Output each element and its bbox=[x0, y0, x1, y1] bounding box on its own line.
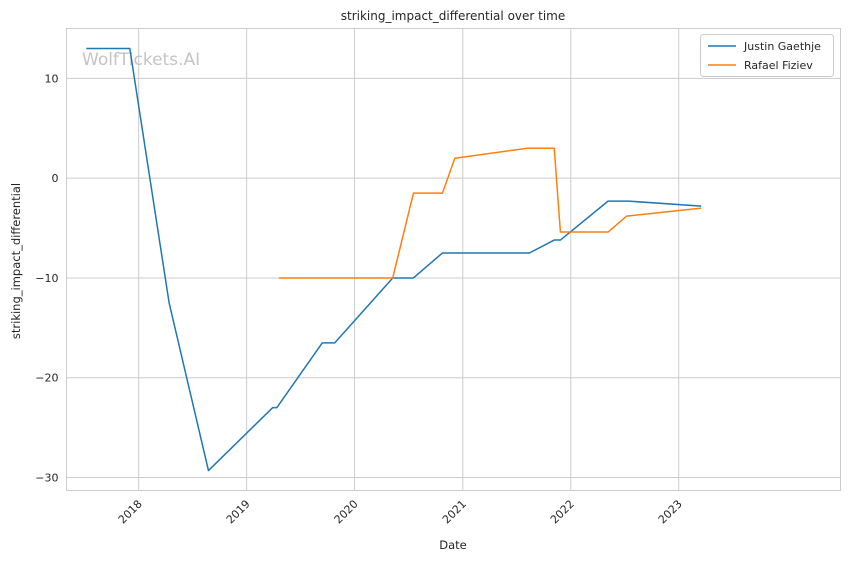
x-tick-label: 2022 bbox=[548, 497, 577, 526]
x-axis-title: Date bbox=[439, 538, 467, 552]
y-tick-label: −30 bbox=[35, 472, 58, 485]
y-tick-label: 0 bbox=[52, 172, 59, 185]
series-line-rafael-fiziev bbox=[278, 147, 702, 279]
x-tick-labels: 2018 2019 2020 2021 2022 2023 bbox=[116, 497, 685, 526]
plot-frame bbox=[66, 28, 841, 491]
x-tick-label: 2018 bbox=[116, 497, 145, 526]
x-tick-label: 2020 bbox=[332, 497, 361, 526]
series-group bbox=[86, 47, 702, 472]
x-tick-label: 2019 bbox=[224, 497, 253, 526]
y-tick-labels: 10 0 −10 −20 −30 bbox=[35, 72, 58, 484]
legend: Justin Gaethje Rafael Fiziev bbox=[700, 34, 834, 77]
series-line-justin-gaethje bbox=[86, 47, 702, 472]
watermark: WolfTickets.AI bbox=[82, 50, 200, 70]
y-tick-label: −10 bbox=[35, 272, 58, 285]
legend-label: Rafael Fiziev bbox=[744, 59, 813, 72]
chart-title: striking_impact_differential over time bbox=[341, 9, 566, 23]
legend-box bbox=[700, 34, 834, 77]
grid bbox=[66, 28, 841, 491]
legend-label: Justin Gaethje bbox=[743, 40, 821, 53]
x-tick-label: 2023 bbox=[656, 497, 685, 526]
y-tick-label: 10 bbox=[45, 72, 59, 85]
y-axis-title: striking_impact_differential bbox=[9, 183, 23, 339]
y-tick-label: −20 bbox=[35, 372, 58, 385]
x-tick-label: 2021 bbox=[440, 497, 469, 526]
